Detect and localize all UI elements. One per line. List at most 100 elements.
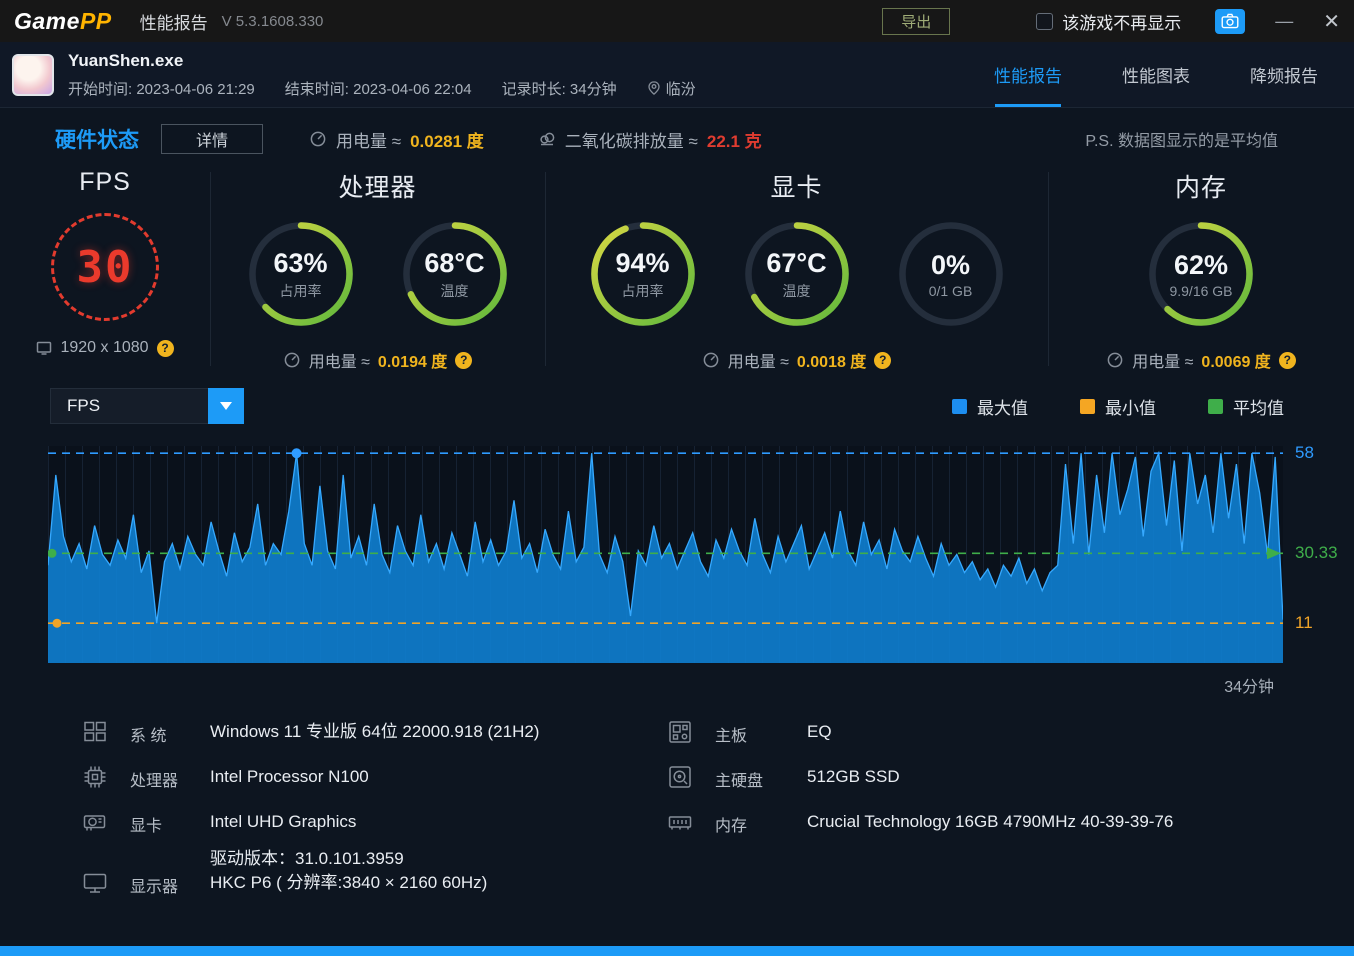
- fps-title: FPS: [79, 168, 131, 196]
- legend-max: 最大值: [952, 394, 1028, 419]
- cpu-row: 处理器 Intel Processor N100: [80, 764, 665, 809]
- location-pin-icon: [647, 81, 660, 95]
- fps-gauge: 30: [51, 213, 159, 321]
- tab-performance-report[interactable]: 性能报告: [994, 42, 1062, 107]
- start-time: 开始时间: 2023-04-06 21:29: [68, 80, 255, 98]
- chart-avg-tick-label: 30.33: [1295, 543, 1338, 563]
- gpu-label: 显卡: [130, 818, 163, 835]
- gpu-vram-gauge: 0% 0/1 GB: [895, 218, 1007, 330]
- record-duration: 记录时长: 34分钟: [501, 80, 617, 98]
- system-row: 系 统 Windows 11 专业版 64位 22000.918 (21H2): [80, 719, 665, 764]
- details-button[interactable]: 详情: [161, 124, 263, 154]
- legend-max-label: 最大值: [977, 398, 1028, 418]
- report-tabs: 性能报告 性能图表 降频报告: [994, 42, 1354, 107]
- cpu-label: 处理器: [130, 773, 179, 790]
- cpu-title: 处理器: [338, 174, 417, 202]
- memory-column: 内存 62% 9.9/16 GB 用电量 ≈ 0.0069 度 ?: [1048, 162, 1354, 372]
- system-info-section: 系 统 Windows 11 专业版 64位 22000.918 (21H2) …: [0, 719, 1354, 915]
- ram-value: Crucial Technology 16GB 4790MHz 40-39-39…: [807, 812, 1174, 831]
- legend-avg-label: 平均值: [1233, 398, 1284, 418]
- chart-legend: 最大值 最小值 平均值: [952, 394, 1284, 419]
- logo-text-pp: PP: [79, 7, 112, 34]
- gpu-power-help-icon[interactable]: ?: [874, 351, 892, 369]
- fps-value: 30: [76, 241, 134, 293]
- screenshot-button[interactable]: [1215, 8, 1246, 34]
- fps-help-icon[interactable]: ?: [156, 339, 174, 357]
- average-note: P.S. 数据图显示的是平均值: [1085, 133, 1278, 150]
- ram-row: 内存 Crucial Technology 16GB 4790MHz 40-39…: [665, 809, 1173, 854]
- hardware-status-title: 硬件状态: [55, 129, 139, 152]
- legend-min: 最小值: [1080, 394, 1156, 419]
- cpu-power-label: 用电量 ≈: [308, 354, 370, 371]
- memory-power-help-icon[interactable]: ?: [1278, 351, 1296, 369]
- gpu-usage-gauge: 94% 占用率: [587, 218, 699, 330]
- power-meter-icon: [703, 352, 719, 368]
- memory-usage-gauge: 62% 9.9/16 GB: [1145, 218, 1257, 330]
- cpu-icon: [84, 766, 106, 788]
- gpu-temp-value: 67°C: [766, 247, 827, 278]
- close-button[interactable]: ✕: [1323, 10, 1340, 33]
- tab-performance-chart[interactable]: 性能图表: [1122, 67, 1190, 86]
- location-label: 临汾: [665, 80, 696, 98]
- dont-show-game-checkbox[interactable]: [1036, 12, 1054, 30]
- chart-min-tick-label: 11: [1295, 613, 1313, 633]
- metric-selector[interactable]: FPS: [50, 388, 244, 424]
- total-power-value: 0.0281 度: [410, 131, 484, 151]
- co2-value: 22.1 克: [706, 131, 762, 151]
- fps-line-chart: 58 30.33 11: [48, 443, 1338, 663]
- fps-chart-plot: [48, 448, 1283, 663]
- chevron-down-icon[interactable]: [208, 388, 244, 424]
- legend-max-swatch: [952, 398, 967, 414]
- gpu-vram-label: 0/1 GB: [928, 282, 973, 299]
- memory-title: 内存: [1174, 174, 1227, 202]
- memory-power-label: 用电量 ≈: [1132, 354, 1194, 371]
- game-avatar: [12, 53, 54, 96]
- motherboard-icon: [669, 721, 691, 743]
- chart-max-tick-label: 58: [1295, 443, 1314, 463]
- hardware-status-row: 硬件状态 详情 用电量 ≈ 0.0281 度 二氧化碳排放量 ≈ 22.1 克 …: [0, 108, 1354, 154]
- legend-min-swatch: [1080, 398, 1095, 414]
- cpu-power-help-icon[interactable]: ?: [455, 351, 473, 369]
- fps-resolution: 1920 x 1080: [60, 339, 149, 356]
- power-meter-icon: [1107, 352, 1123, 368]
- gpu-power-value: 0.0018 度: [796, 354, 867, 371]
- ram-icon: [668, 816, 692, 830]
- camera-icon: [1221, 13, 1239, 29]
- gpu-usage-label: 占用率: [621, 282, 664, 299]
- gpu-temp-gauge: 67°C 温度: [741, 218, 853, 330]
- minimize-button[interactable]: —: [1275, 10, 1294, 31]
- cpu-temp-label: 温度: [440, 282, 469, 299]
- display-row: 显示器 HKC P6 ( 分辨率:3840 × 2160 60Hz): [80, 870, 665, 915]
- gpu-usage-value: 94%: [615, 247, 670, 278]
- bottom-accent-bar: [0, 946, 1354, 956]
- gpu-temp-label: 温度: [782, 282, 811, 299]
- dont-show-game-label: 该游戏不再显示: [1062, 13, 1182, 33]
- tab-throttle-report[interactable]: 降频报告: [1250, 67, 1318, 86]
- memory-power-value: 0.0069 度: [1201, 354, 1271, 371]
- page-title: 性能报告: [139, 13, 208, 33]
- gpu-column: 显卡 94% 占用率 67°C 温度 0% 0/1 GB 用电量 ≈ 0.001: [545, 162, 1048, 372]
- cpu-column: 处理器 63% 占用率 68°C 温度 用电量 ≈ 0.0194 度 ?: [210, 162, 545, 372]
- end-time: 结束时间: 2023-04-06 22:04: [284, 80, 472, 98]
- legend-min-label: 最小值: [1105, 398, 1156, 418]
- gpu-driver-version: 驱动版本：31.0.101.3959: [210, 849, 404, 869]
- display-value: HKC P6 ( 分辨率:3840 × 2160 60Hz): [210, 873, 488, 893]
- disk-row: 主硬盘 512GB SSD: [665, 764, 1173, 809]
- cpu-value: Intel Processor N100: [210, 767, 369, 786]
- screen-resolution-icon: [37, 341, 52, 355]
- metric-gauges-section: FPS 30 1920 x 1080 ? 处理器 63% 占用率: [0, 162, 1354, 372]
- cpu-temp-value: 68°C: [424, 247, 485, 278]
- motherboard-value: EQ: [807, 722, 832, 741]
- cpu-usage-label: 占用率: [279, 282, 322, 299]
- motherboard-row: 主板 EQ: [665, 719, 1173, 764]
- chart-duration-label: 34分钟: [1224, 679, 1274, 696]
- export-button[interactable]: 导出: [882, 7, 951, 35]
- cpu-power-value: 0.0194 度: [377, 354, 448, 371]
- gpu-value: Intel UHD Graphics: [210, 812, 357, 831]
- motherboard-label: 主板: [715, 728, 748, 745]
- app-version: V 5.3.1608.330: [221, 12, 324, 30]
- metric-selector-value[interactable]: FPS: [50, 388, 208, 424]
- gamepp-logo: Game PP: [14, 8, 112, 35]
- chart-controls: FPS 最大值 最小值 平均值: [0, 388, 1354, 424]
- gpu-icon: [83, 815, 106, 831]
